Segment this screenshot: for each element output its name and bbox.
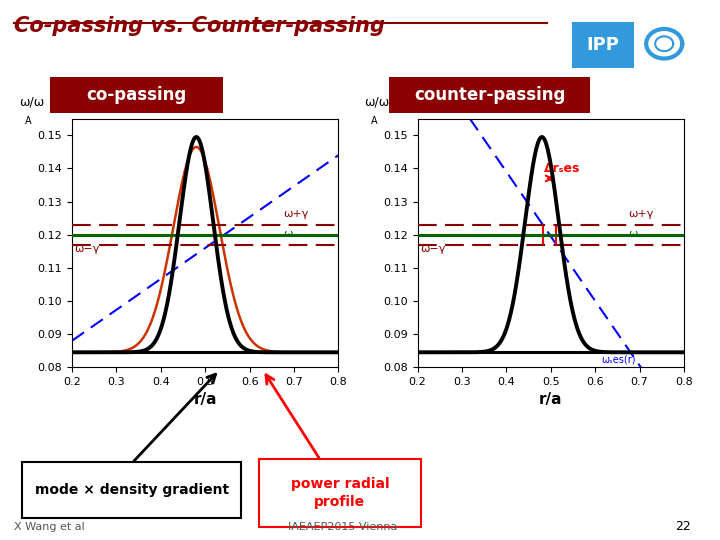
Text: co-passing: co-passing — [86, 86, 187, 104]
Text: ωₛes(r): ωₛes(r) — [602, 354, 636, 364]
Text: A: A — [371, 116, 377, 126]
Text: ω+γ: ω+γ — [629, 210, 654, 219]
FancyBboxPatch shape — [22, 462, 241, 518]
Text: counter-passing: counter-passing — [414, 86, 565, 104]
Text: power radial
profile: power radial profile — [291, 477, 389, 509]
X-axis label: r/a: r/a — [194, 393, 217, 408]
Text: IAEAEP2015 Vienna: IAEAEP2015 Vienna — [288, 522, 397, 532]
Text: A: A — [25, 116, 32, 126]
Text: IPP: IPP — [587, 36, 619, 53]
Text: ω+γ: ω+γ — [283, 210, 308, 219]
Text: 22: 22 — [675, 520, 691, 534]
Text: mode × density gradient: mode × density gradient — [35, 483, 229, 497]
Text: X Wang et al: X Wang et al — [14, 522, 85, 532]
Text: ω−γ: ω−γ — [74, 244, 99, 254]
X-axis label: r/a: r/a — [539, 393, 562, 408]
Text: ω/ω: ω/ω — [364, 96, 390, 109]
FancyBboxPatch shape — [259, 459, 421, 526]
Text: ω−γ: ω−γ — [420, 244, 445, 254]
Text: ω: ω — [283, 230, 292, 239]
Text: ω: ω — [629, 230, 638, 239]
Text: ω/ω: ω/ω — [19, 96, 44, 109]
Text: Co-passing vs. Counter-passing: Co-passing vs. Counter-passing — [14, 16, 385, 36]
Text: Δrₛes: Δrₛes — [544, 162, 580, 175]
